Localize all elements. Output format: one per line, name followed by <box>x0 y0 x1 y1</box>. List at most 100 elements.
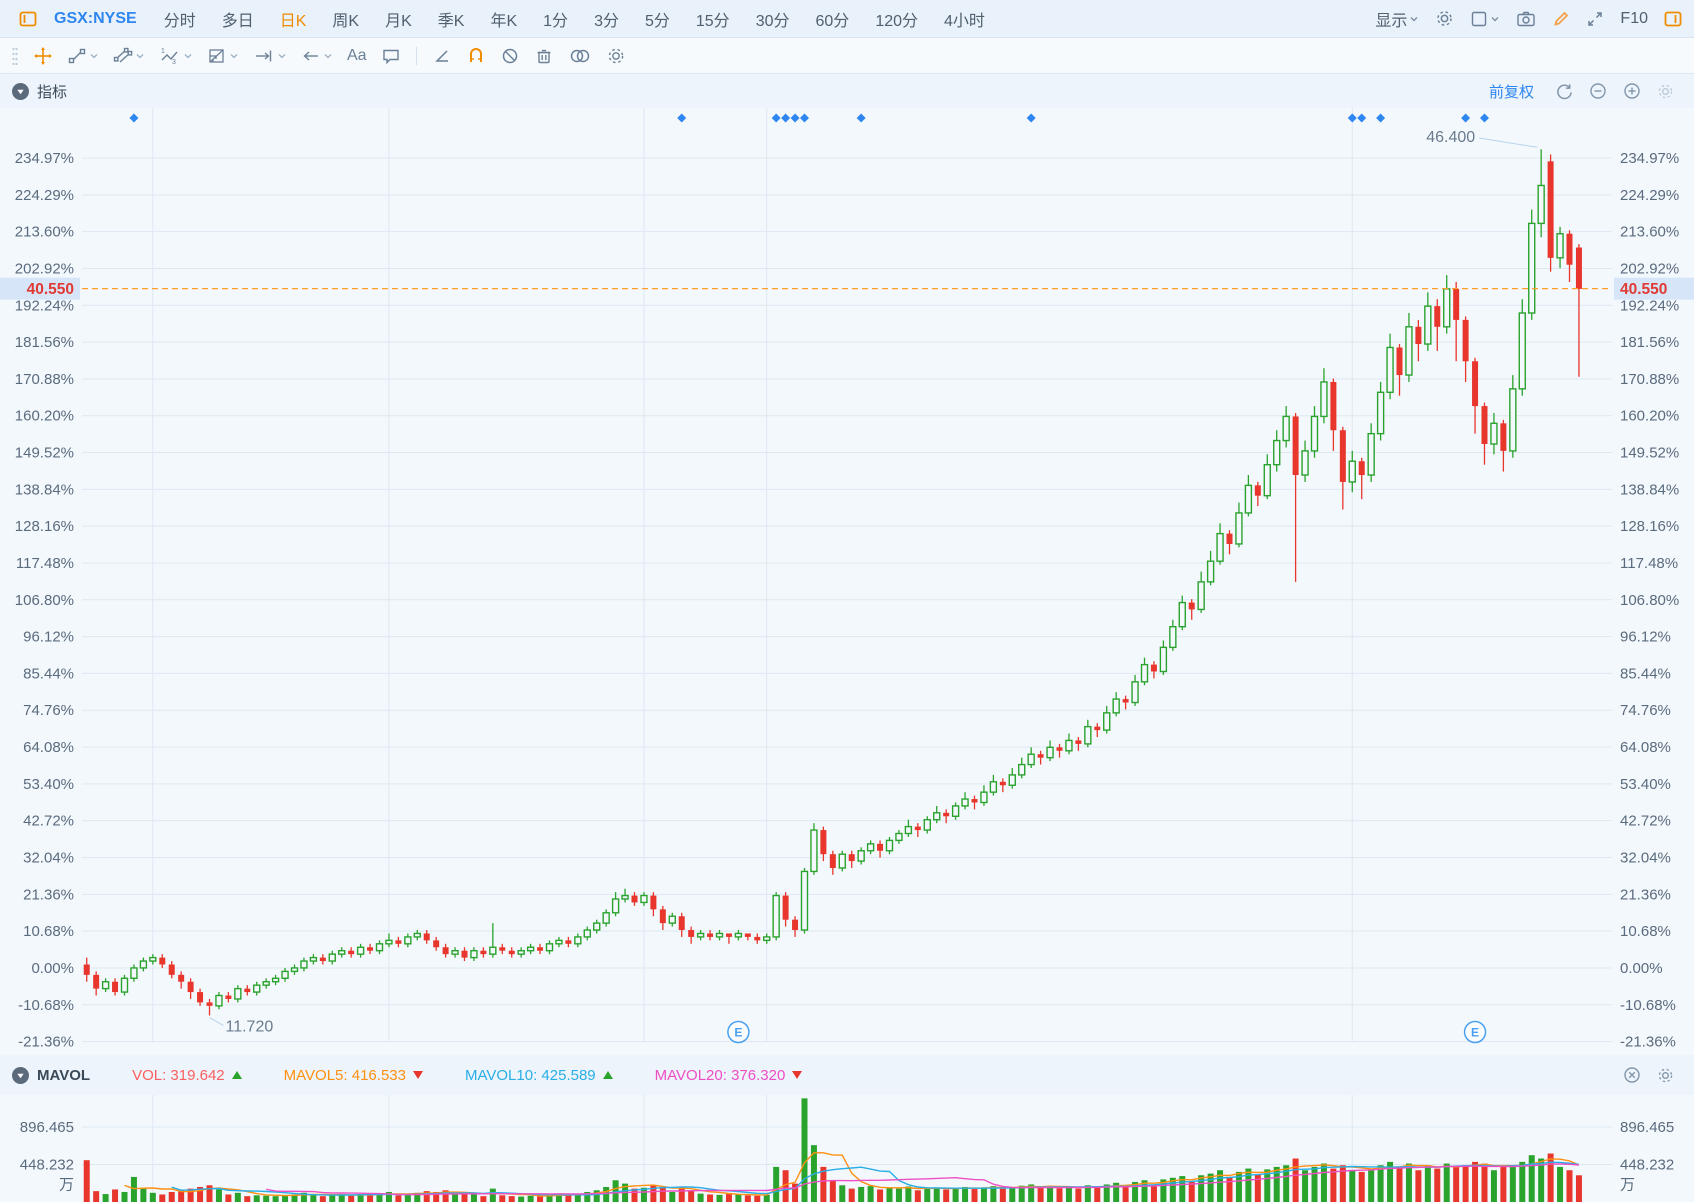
candle-body <box>1094 726 1101 731</box>
volume-bar <box>385 1191 392 1202</box>
fullscreen-icon[interactable] <box>1586 10 1604 28</box>
tab-季K[interactable]: 季K <box>437 12 465 30</box>
candle-body <box>120 977 129 993</box>
volume-bar <box>367 1194 374 1202</box>
y-axis-label: 202.92% <box>15 260 74 277</box>
candle-body <box>1386 346 1394 393</box>
collapse-mavol-icon[interactable] <box>12 1066 29 1084</box>
event-diamond-icon[interactable] <box>129 113 139 123</box>
zoom-in-icon[interactable] <box>1622 81 1642 101</box>
volume-unit-label: 万 <box>59 1177 74 1194</box>
event-diamond-icon[interactable] <box>677 113 687 123</box>
display-menu[interactable]: 显示 <box>1375 7 1419 31</box>
main-candlestick-chart[interactable]: 234.97% 234.97% 224.29% 224.29% 213.60% 213.6… <box>0 108 1694 1055</box>
channel-tool-icon[interactable] <box>113 46 145 66</box>
candle-body <box>971 799 978 803</box>
tab-1分[interactable]: 1分 <box>543 12 569 30</box>
y-axis-label: 21.36% <box>23 886 74 903</box>
volume-bar <box>357 1194 364 1202</box>
candle-body <box>933 812 941 821</box>
compare-tool-icon[interactable] <box>568 46 592 66</box>
screenshot-icon[interactable] <box>1516 10 1536 28</box>
trendline-tool-icon[interactable] <box>67 46 99 66</box>
event-diamond-icon[interactable] <box>1376 113 1386 123</box>
delete-drawings-icon[interactable] <box>534 46 554 66</box>
text-tool-icon[interactable]: Aa <box>347 46 367 64</box>
tab-30分[interactable]: 30分 <box>755 12 790 30</box>
toolbar-grip[interactable] <box>11 46 19 66</box>
candle-body <box>1528 222 1536 314</box>
tab-分时[interactable]: 分时 <box>163 12 196 30</box>
event-diamond-icon[interactable] <box>1026 113 1036 123</box>
tab-周K[interactable]: 周K <box>332 12 360 30</box>
draw-pencil-icon[interactable] <box>1552 10 1570 28</box>
zoom-out-icon[interactable] <box>1588 81 1608 101</box>
measure-tool-icon[interactable] <box>253 46 287 66</box>
arrow-tool-icon[interactable] <box>301 46 333 66</box>
side-panel-icon[interactable] <box>1664 10 1682 28</box>
candle-body <box>1150 664 1157 672</box>
volume-bar <box>801 1098 808 1202</box>
move-tool-icon[interactable] <box>33 46 53 66</box>
candle-body <box>328 953 336 962</box>
candle-body <box>895 832 903 842</box>
down-triangle-icon <box>792 1071 803 1079</box>
f10-button[interactable]: F10 <box>1620 9 1648 27</box>
tab-15分[interactable]: 15分 <box>695 12 730 30</box>
earnings-marker-icon[interactable] <box>727 1020 750 1044</box>
volume-bar <box>858 1186 865 1202</box>
event-diamond-icon[interactable] <box>790 113 800 123</box>
event-diamond-icon[interactable] <box>1347 113 1357 123</box>
fibonacci-tool-icon[interactable] <box>207 46 239 66</box>
toolbar-settings-icon[interactable] <box>606 46 626 66</box>
volume-bar <box>1018 1185 1025 1202</box>
event-diamond-icon[interactable] <box>1480 113 1489 123</box>
event-diamond-icon[interactable] <box>800 113 809 123</box>
earnings-marker-icon[interactable] <box>1463 1020 1487 1044</box>
close-mavol-icon[interactable] <box>1622 1065 1642 1085</box>
tab-月K[interactable]: 月K <box>385 12 412 30</box>
volume-bar <box>1547 1153 1554 1202</box>
volume-bar <box>206 1185 213 1202</box>
tab-5分[interactable]: 5分 <box>644 12 670 30</box>
tab-60分[interactable]: 60分 <box>815 12 850 30</box>
tab-4小时[interactable]: 4小时 <box>944 12 985 30</box>
event-diamond-icon[interactable] <box>1461 113 1471 123</box>
symbol-label[interactable]: GSX:NYSE <box>54 9 137 27</box>
window-panel-icon[interactable] <box>19 10 37 28</box>
volume-bar <box>187 1188 194 1202</box>
magnet-tool-icon[interactable] <box>466 46 486 66</box>
adjust-mode-button[interactable]: 前复权 <box>1488 83 1534 101</box>
settings-icon[interactable] <box>1435 9 1454 28</box>
volume-bar <box>1358 1171 1365 1202</box>
tab-日K[interactable]: 日K <box>279 12 307 30</box>
current-price-label: 40.550 <box>27 281 74 298</box>
tab-年K[interactable]: 年K <box>490 12 518 30</box>
hide-drawings-icon[interactable] <box>500 46 520 66</box>
candle-body <box>611 898 620 914</box>
volume-bar <box>1424 1165 1431 1202</box>
tab-120分[interactable]: 120分 <box>875 12 919 30</box>
tab-3分[interactable]: 3分 <box>594 12 619 30</box>
event-diamond-icon[interactable] <box>856 113 866 123</box>
low-price-annotation: 11.720 <box>226 1019 274 1036</box>
event-diamond-icon[interactable] <box>1357 113 1367 123</box>
angle-tool-icon[interactable] <box>432 46 452 66</box>
up-triangle-icon <box>602 1071 613 1079</box>
reset-zoom-icon[interactable] <box>1555 82 1574 101</box>
indicator-settings-icon[interactable] <box>1656 82 1675 101</box>
volume-bar <box>877 1189 884 1202</box>
event-diamond-icon[interactable] <box>781 113 791 123</box>
event-diamond-icon[interactable] <box>771 113 781 123</box>
mavol-settings-icon[interactable] <box>1656 1066 1675 1085</box>
volume-chart[interactable]: 896.465 896.465 448.232 448.232 万 万 <box>0 1095 1694 1202</box>
volume-bar <box>735 1194 742 1202</box>
candle-body <box>640 894 648 904</box>
collapse-indicator-icon[interactable] <box>12 82 29 100</box>
tab-多日[interactable]: 多日 <box>221 12 254 30</box>
comment-tool-icon[interactable] <box>381 46 401 66</box>
layout-select[interactable] <box>1470 10 1500 28</box>
mavol-line <box>171 1161 1579 1196</box>
candle-body <box>688 930 695 937</box>
